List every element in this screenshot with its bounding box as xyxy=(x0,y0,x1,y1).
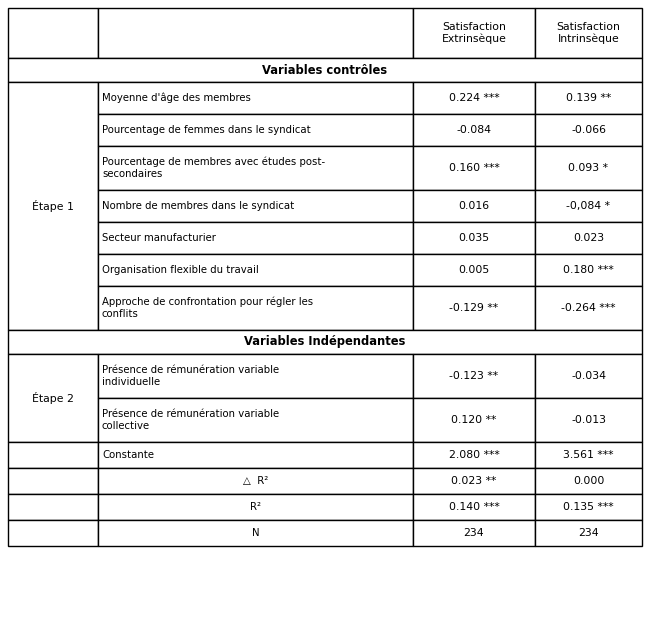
Text: 234: 234 xyxy=(578,528,599,538)
Bar xyxy=(535,254,642,286)
Text: 0.160 ***: 0.160 *** xyxy=(448,163,499,173)
Bar xyxy=(535,468,642,494)
Text: 0.093 *: 0.093 * xyxy=(569,163,608,173)
Text: Satisfaction
Intrinsèque: Satisfaction Intrinsèque xyxy=(556,22,621,44)
Text: N: N xyxy=(252,528,259,538)
Text: Présence de rémunération variable
individuelle: Présence de rémunération variable indivi… xyxy=(102,365,279,387)
Bar xyxy=(413,190,535,222)
Bar xyxy=(413,286,535,330)
Text: 0.140 ***: 0.140 *** xyxy=(448,502,499,512)
Bar xyxy=(8,520,98,546)
Bar xyxy=(8,494,98,520)
Text: Variables contrôles: Variables contrôles xyxy=(263,63,387,76)
Bar xyxy=(8,8,98,58)
Bar xyxy=(98,222,413,254)
Bar xyxy=(98,8,413,58)
Bar xyxy=(98,254,413,286)
Text: Étape 2: Étape 2 xyxy=(32,392,74,404)
Text: Pourcentage de femmes dans le syndicat: Pourcentage de femmes dans le syndicat xyxy=(102,125,311,135)
Text: -0.264 ***: -0.264 *** xyxy=(561,303,616,313)
Bar xyxy=(413,254,535,286)
Text: △  R²: △ R² xyxy=(243,476,268,486)
Bar xyxy=(413,146,535,190)
Text: Organisation flexible du travail: Organisation flexible du travail xyxy=(102,265,259,275)
Bar xyxy=(98,354,413,398)
Bar xyxy=(98,114,413,146)
Text: 0.139 **: 0.139 ** xyxy=(566,93,611,103)
Bar xyxy=(535,398,642,442)
Bar xyxy=(535,354,642,398)
Bar xyxy=(98,398,413,442)
Bar xyxy=(535,286,642,330)
Bar xyxy=(98,468,413,494)
Bar xyxy=(413,398,535,442)
Bar xyxy=(98,520,413,546)
Bar xyxy=(413,468,535,494)
Text: 0.224 ***: 0.224 *** xyxy=(448,93,499,103)
Bar xyxy=(413,82,535,114)
Bar xyxy=(98,82,413,114)
Bar xyxy=(413,354,535,398)
Text: Étape 1: Étape 1 xyxy=(32,200,74,212)
Bar xyxy=(8,354,98,442)
Text: 0.180 ***: 0.180 *** xyxy=(563,265,614,275)
Text: 0.023: 0.023 xyxy=(573,233,604,243)
Bar xyxy=(413,114,535,146)
Text: 0.135 ***: 0.135 *** xyxy=(563,502,614,512)
Text: -0.123 **: -0.123 ** xyxy=(449,371,499,381)
Text: Présence de rémunération variable
collective: Présence de rémunération variable collec… xyxy=(102,409,279,431)
Text: 2.080 ***: 2.080 *** xyxy=(448,450,499,460)
Text: -0.084: -0.084 xyxy=(456,125,491,135)
Bar xyxy=(413,520,535,546)
Bar xyxy=(98,442,413,468)
Text: -0,084 *: -0,084 * xyxy=(567,201,610,211)
Text: -0.066: -0.066 xyxy=(571,125,606,135)
Text: 234: 234 xyxy=(463,528,484,538)
Text: 0.035: 0.035 xyxy=(458,233,489,243)
Bar xyxy=(8,468,98,494)
Text: Pourcentage de membres avec études post-
secondaires: Pourcentage de membres avec études post-… xyxy=(102,157,325,179)
Text: Secteur manufacturier: Secteur manufacturier xyxy=(102,233,216,243)
Text: -0.034: -0.034 xyxy=(571,371,606,381)
Bar xyxy=(535,114,642,146)
Text: Variables Indépendantes: Variables Indépendantes xyxy=(244,335,406,349)
Text: Nombre de membres dans le syndicat: Nombre de membres dans le syndicat xyxy=(102,201,294,211)
Text: 0.023 **: 0.023 ** xyxy=(451,476,497,486)
Text: 0.005: 0.005 xyxy=(458,265,489,275)
Text: 0.016: 0.016 xyxy=(458,201,489,211)
Bar xyxy=(535,494,642,520)
Bar xyxy=(8,330,642,354)
Bar xyxy=(535,8,642,58)
Bar xyxy=(535,442,642,468)
Text: -0.129 **: -0.129 ** xyxy=(449,303,499,313)
Bar xyxy=(413,442,535,468)
Bar xyxy=(535,146,642,190)
Bar xyxy=(8,58,642,82)
Text: 0.000: 0.000 xyxy=(573,476,604,486)
Bar xyxy=(8,442,98,468)
Text: 0.120 **: 0.120 ** xyxy=(451,415,497,425)
Bar xyxy=(98,146,413,190)
Bar xyxy=(413,8,535,58)
Bar xyxy=(535,190,642,222)
Bar xyxy=(98,494,413,520)
Bar xyxy=(535,222,642,254)
Text: Satisfaction
Extrinsèque: Satisfaction Extrinsèque xyxy=(441,22,506,44)
Bar xyxy=(98,190,413,222)
Bar xyxy=(98,286,413,330)
Text: Approche de confrontation pour régler les
conflits: Approche de confrontation pour régler le… xyxy=(102,297,313,319)
Bar xyxy=(413,222,535,254)
Bar xyxy=(535,82,642,114)
Bar xyxy=(8,82,98,330)
Text: 3.561 ***: 3.561 *** xyxy=(564,450,614,460)
Text: Constante: Constante xyxy=(102,450,154,460)
Bar xyxy=(535,520,642,546)
Text: R²: R² xyxy=(250,502,261,512)
Text: Moyenne d'âge des membres: Moyenne d'âge des membres xyxy=(102,93,251,103)
Text: -0.013: -0.013 xyxy=(571,415,606,425)
Bar xyxy=(413,494,535,520)
